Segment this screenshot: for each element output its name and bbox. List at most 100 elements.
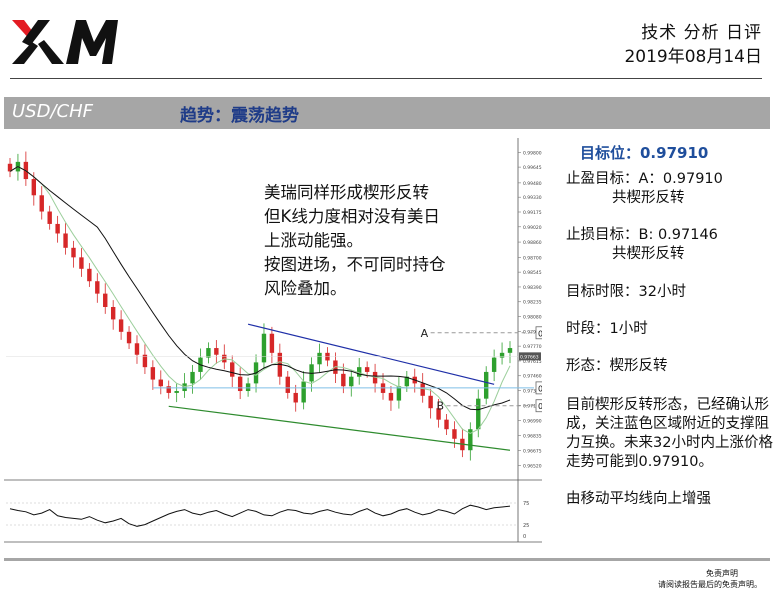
candle-body bbox=[39, 195, 44, 212]
candle-body bbox=[452, 429, 457, 439]
y-tick-label: 0.96990 bbox=[523, 419, 542, 425]
y-tick-label: 0.98860 bbox=[523, 240, 542, 246]
y-tick-label: 0.99020 bbox=[523, 225, 542, 231]
ma-note: 由移动平均线向上增强 bbox=[566, 491, 711, 507]
y-tick-label: 0.98390 bbox=[523, 285, 542, 291]
candle-body bbox=[444, 419, 449, 430]
level-tag bbox=[535, 399, 542, 413]
timeframe: 时段：1小时 bbox=[566, 321, 648, 337]
annotation-line: 风险叠加。 bbox=[264, 279, 347, 298]
tp-line: 止盈目标：A：0.97910 bbox=[566, 171, 723, 187]
oscillator-tick-label: 25 bbox=[523, 523, 529, 529]
moving-averages bbox=[9, 166, 511, 434]
level-tag-label: 0.97910 bbox=[538, 329, 542, 338]
candle-body bbox=[245, 383, 251, 392]
annotation-line: 但K线力度相对没有美日 bbox=[264, 207, 440, 226]
trend-label: 趋势：震荡趋势 bbox=[180, 106, 299, 126]
candle-body bbox=[47, 211, 52, 224]
y-tick-label: 0.97615 bbox=[523, 359, 542, 365]
candle-body bbox=[476, 398, 481, 430]
y-tick-label: 0.96520 bbox=[523, 463, 542, 469]
candle-body bbox=[404, 376, 410, 387]
annotation-line: 美瑞同样形成楔形反转 bbox=[264, 183, 429, 202]
candle-body bbox=[341, 373, 346, 387]
candle-body bbox=[31, 179, 37, 196]
disclaimer-title: 免责声明 bbox=[706, 569, 738, 578]
candle-body bbox=[87, 268, 92, 282]
candle-body bbox=[388, 392, 394, 401]
y-tick-label: 0.97770 bbox=[523, 344, 542, 350]
candle-body bbox=[142, 354, 148, 368]
y-tick-label: 0.99800 bbox=[523, 150, 542, 156]
wedge-upper-line bbox=[247, 323, 495, 385]
y-tick-label: 0.99480 bbox=[523, 181, 542, 187]
target-heading: 目标位：0.97910 bbox=[580, 144, 709, 162]
footer-divider bbox=[4, 558, 770, 561]
y-tick-label: 0.98235 bbox=[523, 300, 542, 306]
candle-body bbox=[420, 383, 425, 396]
ma-fast bbox=[9, 166, 511, 434]
pattern: 形态：楔形反转 bbox=[566, 358, 668, 374]
candle-body bbox=[285, 376, 290, 393]
candle-body bbox=[468, 429, 473, 451]
candle-body bbox=[499, 352, 505, 358]
y-tick-label: 0.97150 bbox=[523, 403, 542, 409]
y-tick-label: 0.97460 bbox=[523, 374, 542, 380]
level-tag bbox=[535, 381, 542, 395]
pair-label: USD/CHF bbox=[12, 101, 93, 122]
candle-body bbox=[166, 386, 171, 393]
annotation-line: 按图进场，不可同时持仓 bbox=[264, 255, 446, 274]
y-tick-label: 0.97305 bbox=[523, 389, 542, 395]
candle-body bbox=[182, 383, 187, 392]
candle-body bbox=[79, 257, 84, 269]
candle-body bbox=[317, 352, 322, 365]
candle-body bbox=[293, 392, 298, 403]
disclaimer-text: 请阅读报告最后的免责声明。 bbox=[658, 580, 762, 589]
report-date: 2019年08月14日 bbox=[624, 47, 762, 67]
price-chart: 0.99800 0.99645 0.99480 0.99330 0.99175 0.990… bbox=[4, 130, 542, 548]
candle-body bbox=[190, 371, 195, 384]
candle-body bbox=[237, 376, 243, 392]
level-tag bbox=[535, 326, 542, 340]
candle-body bbox=[214, 348, 219, 355]
candle-body bbox=[71, 247, 76, 258]
candle-body bbox=[364, 367, 370, 372]
candle-body bbox=[301, 381, 306, 403]
y-tick-label: 0.98080 bbox=[523, 315, 542, 321]
candle-body bbox=[269, 333, 275, 353]
oscillator-panel: 75 25 0 bbox=[6, 501, 529, 540]
candle-body bbox=[7, 163, 13, 172]
candle-body bbox=[436, 408, 441, 420]
level-tag-label: 0.97146 bbox=[538, 402, 542, 411]
chart-grid bbox=[4, 138, 542, 543]
candle-body bbox=[372, 371, 378, 384]
candle-body bbox=[55, 223, 60, 234]
candle-body bbox=[261, 333, 267, 363]
candle-body bbox=[507, 348, 513, 353]
sl-note: 共楔形反转 bbox=[612, 246, 685, 262]
y-tick-labels: 0.99800 0.99645 0.99480 0.99330 0.99175 0.990… bbox=[6, 150, 542, 469]
header-divider bbox=[10, 78, 762, 79]
analysis-text: 目前楔形反转形态，已经确认形成，关注蓝色区域附近的支撑阻力互换。未来32小时内上… bbox=[566, 397, 773, 470]
xm-logo bbox=[12, 20, 118, 64]
current-price-tag bbox=[519, 352, 541, 361]
candle-body bbox=[110, 307, 116, 320]
candle-body bbox=[150, 367, 156, 380]
level-letter: B bbox=[437, 400, 445, 413]
y-tick-label: 0.98545 bbox=[523, 270, 542, 276]
level-letter: A bbox=[421, 327, 429, 340]
sl-line: 止损目标：B: 0.97146 bbox=[566, 227, 718, 243]
y-tick-label: 0.98700 bbox=[523, 255, 542, 261]
candle-body bbox=[491, 357, 497, 372]
candle-body bbox=[134, 343, 140, 355]
wedge-lower-line bbox=[168, 405, 511, 451]
candle-body bbox=[63, 233, 68, 248]
candle-body bbox=[118, 319, 124, 332]
candle-body bbox=[158, 379, 163, 387]
candle-body bbox=[428, 395, 433, 409]
annotation-text: 美瑞同样形成楔形反转但K线力度相对没有美日上涨动能强。按图进场，不可同时持仓风险… bbox=[264, 183, 446, 298]
y-tick-label: 0.99330 bbox=[523, 195, 542, 201]
candle-body bbox=[396, 386, 402, 401]
candle-body bbox=[103, 293, 108, 307]
candle-body bbox=[349, 376, 354, 387]
